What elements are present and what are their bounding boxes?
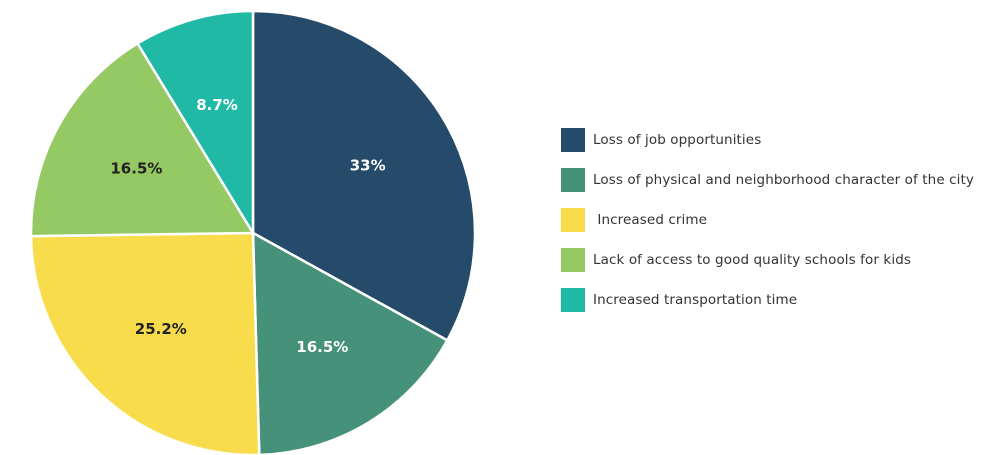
legend-item-school-access: Lack of access to good quality schools f… — [561, 248, 974, 272]
chart-legend: Loss of job opportunities Loss of physica… — [561, 128, 974, 328]
legend-label: Increased transportation time — [593, 292, 798, 308]
legend-item-job-opportunities: Loss of job opportunities — [561, 128, 974, 152]
legend-label: Increased crime — [593, 212, 708, 228]
data-label-transportation-time: 8.7% — [196, 96, 238, 114]
legend-swatch — [561, 248, 585, 272]
data-label-job-opportunities: 33% — [350, 156, 386, 174]
legend-label: Loss of physical and neighborhood charac… — [593, 172, 974, 188]
legend-swatch — [561, 208, 585, 232]
pie-slice-job-opportunities — [251, 9, 477, 342]
pie-data-labels: 33% 16.5% 25.2% 16.5% 8.7% — [110, 96, 385, 356]
legend-item-transportation-time: Increased transportation time — [561, 288, 974, 312]
legend-swatch — [561, 128, 585, 152]
pie-slices — [29, 9, 477, 455]
legend-swatch — [561, 288, 585, 312]
data-label-neighborhood-character: 16.5% — [296, 338, 348, 356]
legend-swatch — [561, 168, 585, 192]
pie-chart: 33% 16.5% 25.2% 16.5% 8.7% — [29, 9, 477, 455]
pie-slice-transportation-time — [136, 9, 255, 235]
data-label-school-access: 16.5% — [110, 160, 162, 178]
legend-item-increased-crime: Increased crime — [561, 208, 974, 232]
legend-label: Lack of access to good quality schools f… — [593, 252, 912, 268]
legend-item-neighborhood-character: Loss of physical and neighborhood charac… — [561, 168, 974, 192]
pie-slice-neighborhood-character — [251, 231, 449, 455]
data-label-increased-crime: 25.2% — [135, 320, 187, 338]
pie-slice-increased-crime — [29, 231, 261, 455]
legend-label: Loss of job opportunities — [593, 132, 762, 148]
pie-slice-school-access — [29, 42, 255, 238]
